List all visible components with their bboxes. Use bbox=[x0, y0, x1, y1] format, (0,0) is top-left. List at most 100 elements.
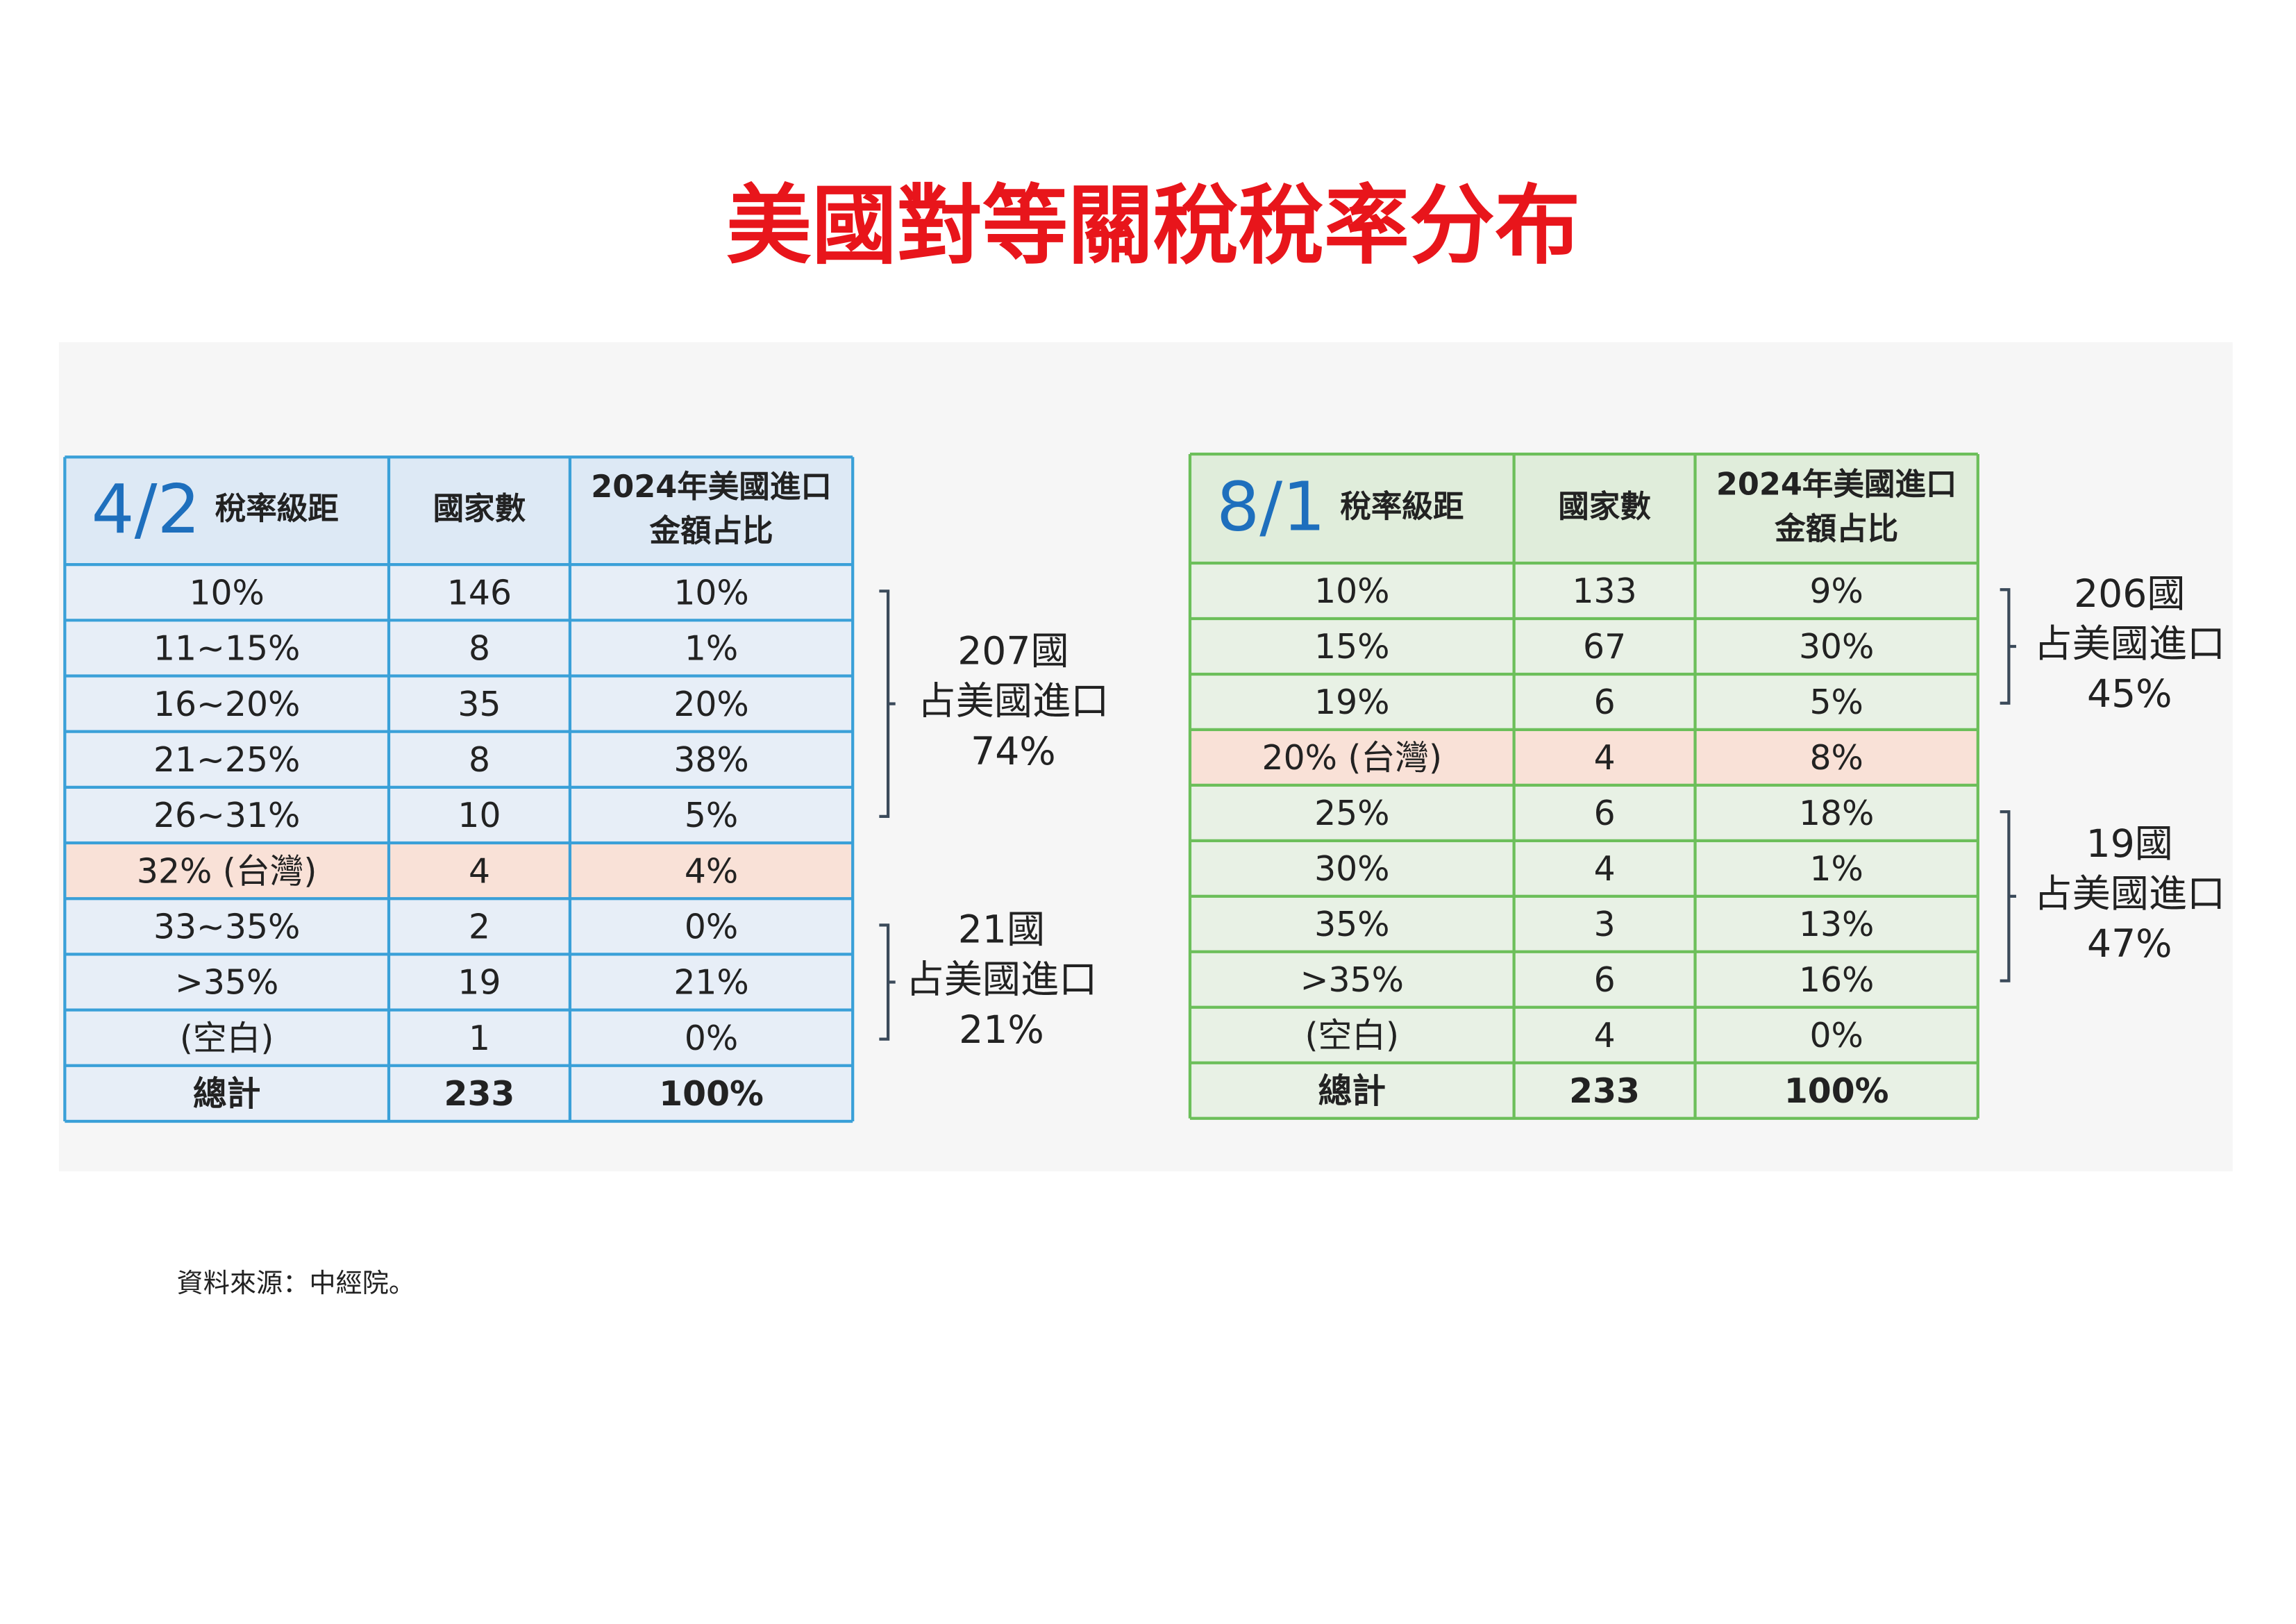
table-cell: 6 bbox=[1594, 794, 1616, 833]
row-bg bbox=[65, 620, 853, 676]
table-cell: 10% bbox=[673, 573, 748, 612]
table-cell: 16% bbox=[1799, 960, 1874, 1000]
table-cell: 21~25% bbox=[153, 740, 300, 780]
table-cell: 30% bbox=[1314, 849, 1389, 889]
table-cell: 100% bbox=[659, 1074, 764, 1114]
table-cell: 3 bbox=[1594, 905, 1616, 944]
group-annotation: 206國 bbox=[2074, 572, 2185, 617]
row-bg bbox=[1189, 618, 1978, 674]
group-annotation: 74% bbox=[971, 730, 1056, 774]
row-bg bbox=[65, 564, 853, 621]
table-cell: 4 bbox=[1594, 1016, 1616, 1055]
header-bg bbox=[1189, 454, 1978, 564]
table-cell: 18% bbox=[1799, 794, 1874, 833]
header-cell: 金額占比 bbox=[1774, 510, 1898, 546]
row-bg bbox=[1189, 785, 1978, 841]
header-cell: 金額占比 bbox=[648, 513, 773, 549]
table-cell: 16~20% bbox=[153, 685, 300, 724]
table-cell: 5% bbox=[1809, 683, 1863, 722]
bracket bbox=[879, 589, 896, 818]
row-bg bbox=[65, 954, 853, 1010]
row-bg bbox=[65, 898, 853, 955]
row-bg bbox=[1189, 840, 1978, 896]
group-annotation: 占美國進口 bbox=[2034, 622, 2225, 667]
row-bg bbox=[1189, 673, 1978, 730]
bracket bbox=[2000, 588, 2016, 705]
group-annotation: 占美國進口 bbox=[918, 680, 1109, 724]
table-cell: 6 bbox=[1594, 683, 1616, 722]
header-cell: 2024年美國進口 bbox=[1716, 467, 1957, 503]
group-annotation: 21% bbox=[959, 1008, 1044, 1053]
table-cell: 0% bbox=[1809, 1016, 1863, 1055]
table-cell: 9% bbox=[1809, 571, 1863, 611]
table-cell: 67 bbox=[1583, 627, 1626, 667]
table-cell: 11~15% bbox=[153, 629, 300, 669]
table-cell: (空白) bbox=[180, 1019, 274, 1058]
table-cell: 1% bbox=[1809, 849, 1863, 889]
row-bg bbox=[65, 1010, 853, 1066]
table-cell: 20% (台灣) bbox=[1262, 738, 1442, 778]
header-cell: 稅率級距 bbox=[1340, 489, 1464, 525]
header-cell: 國家數 bbox=[433, 491, 526, 527]
table-cell: 0% bbox=[685, 907, 738, 947]
table-cell: 1% bbox=[685, 629, 738, 669]
bracket bbox=[879, 923, 896, 1041]
group-annotation: 19國 bbox=[2086, 822, 2173, 867]
table-cell: 1 bbox=[469, 1019, 490, 1058]
table-cell: 21% bbox=[673, 963, 748, 1003]
table-cell: 33~35% bbox=[153, 907, 300, 947]
header-bg bbox=[65, 457, 853, 565]
table-cell: 總計 bbox=[1318, 1071, 1386, 1111]
row-bg bbox=[65, 787, 853, 844]
row-bg bbox=[65, 1065, 853, 1121]
table-cell: 4 bbox=[1594, 849, 1616, 889]
table-cell: 19 bbox=[458, 963, 501, 1003]
bracket bbox=[2000, 810, 2016, 982]
table-cell: 233 bbox=[1569, 1071, 1640, 1111]
table-cell: 133 bbox=[1573, 571, 1637, 611]
table-cell: 13% bbox=[1799, 905, 1874, 944]
table-cell: 0% bbox=[685, 1019, 738, 1058]
highlight-row bbox=[1189, 729, 1978, 785]
table-cell: 8 bbox=[469, 740, 490, 780]
table-cell: 25% bbox=[1314, 794, 1389, 833]
date-label: 4/2 bbox=[92, 470, 201, 549]
table-cell: (空白) bbox=[1305, 1016, 1399, 1055]
table-cell: >35% bbox=[175, 963, 278, 1003]
table-cell: 8% bbox=[1809, 738, 1863, 778]
header-cell: 2024年美國進口 bbox=[591, 469, 832, 505]
table-cell: 2 bbox=[469, 907, 490, 947]
date-label: 8/1 bbox=[1216, 468, 1325, 547]
row-bg bbox=[65, 676, 853, 732]
table-cell: 6 bbox=[1594, 960, 1616, 1000]
title: 美國對等關稅稅率分布 bbox=[726, 176, 1580, 276]
group-annotation: 占美國進口 bbox=[906, 958, 1098, 1003]
table-cell: 4% bbox=[685, 851, 738, 891]
table-cell: >35% bbox=[1300, 960, 1404, 1000]
highlight-row bbox=[65, 843, 853, 899]
table-cell: 146 bbox=[447, 573, 512, 612]
table-cell: 38% bbox=[673, 740, 748, 780]
row-bg bbox=[1189, 1062, 1978, 1119]
source: 資料來源：中經院。 bbox=[177, 1269, 416, 1299]
group-annotation: 占美國進口 bbox=[2034, 872, 2225, 916]
group-annotation: 207國 bbox=[957, 630, 1069, 674]
group-annotation: 21國 bbox=[958, 908, 1045, 953]
table-cell: 20% bbox=[673, 685, 748, 724]
table-cell: 15% bbox=[1314, 627, 1389, 667]
table-cell: 233 bbox=[444, 1074, 515, 1114]
table-cell: 30% bbox=[1799, 627, 1874, 667]
row-bg bbox=[1189, 563, 1978, 619]
table-cell: 總計 bbox=[193, 1074, 261, 1114]
row-bg bbox=[1189, 896, 1978, 952]
table-cell: 35 bbox=[458, 685, 501, 724]
table-cell: 10% bbox=[1314, 571, 1389, 611]
table-cell: 10 bbox=[458, 796, 501, 835]
table-cell: 5% bbox=[685, 796, 738, 835]
table-cell: 100% bbox=[1784, 1071, 1889, 1111]
table-cell: 4 bbox=[1594, 738, 1616, 778]
group-annotation: 45% bbox=[2087, 672, 2172, 717]
table-cell: 8 bbox=[469, 629, 490, 669]
row-bg bbox=[1189, 951, 1978, 1007]
